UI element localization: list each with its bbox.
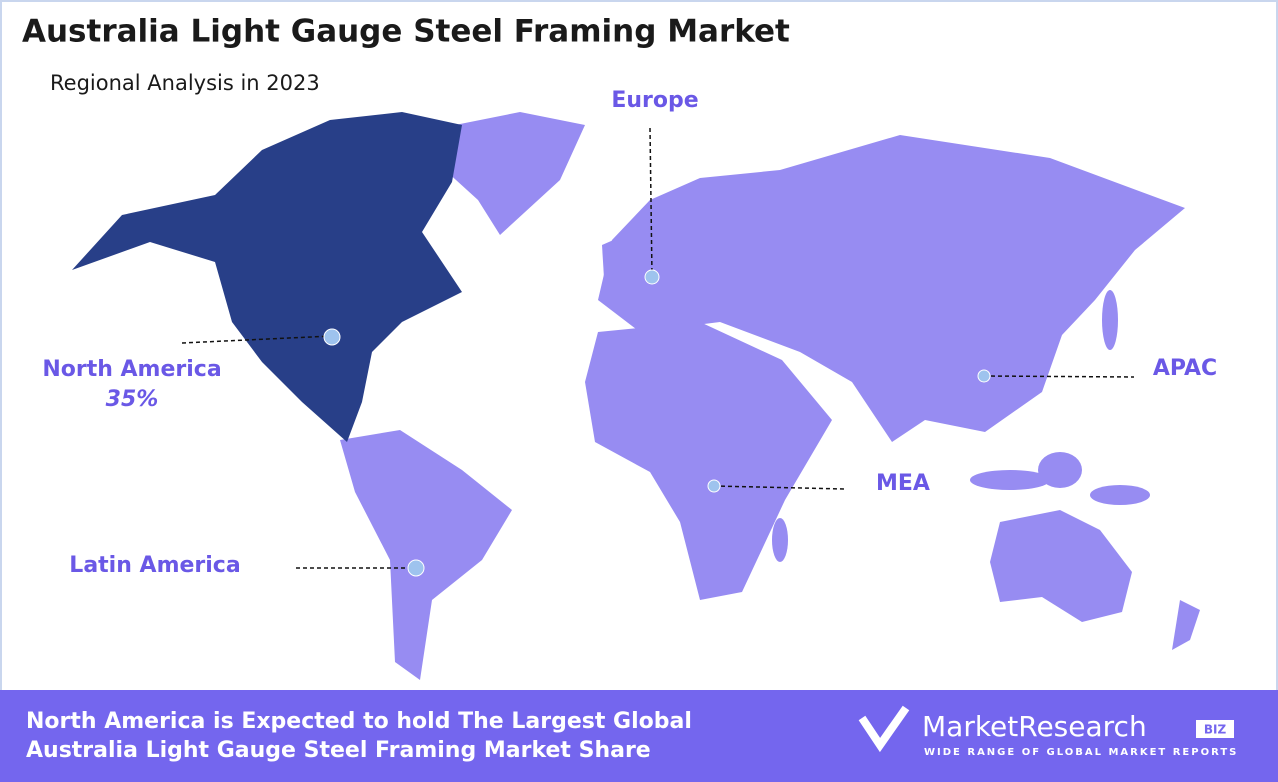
marker <box>707 479 721 493</box>
australia <box>990 510 1132 622</box>
footer-band <box>0 690 1278 782</box>
africa <box>585 322 832 600</box>
footer-text: Australia Light Gauge Steel Framing Mark… <box>26 738 651 763</box>
greenland <box>430 112 585 235</box>
north-america <box>72 112 462 442</box>
logo-name: MarketResearch <box>922 710 1147 743</box>
marker <box>407 559 425 577</box>
marker <box>323 328 341 346</box>
region-label: Latin America <box>69 553 240 578</box>
eurasia <box>598 135 1185 442</box>
subtitle: Regional Analysis in 2023 <box>50 71 320 95</box>
leader-line <box>713 485 846 490</box>
indonesia <box>970 470 1050 490</box>
region-share: 35% <box>106 387 159 412</box>
uk <box>602 238 622 278</box>
logo: MarketResearch BIZ WIDE RANGE OF GLOBAL … <box>858 705 1238 758</box>
new-zealand <box>1172 600 1200 650</box>
latin-america <box>340 430 512 680</box>
region-label: North America <box>42 357 221 382</box>
logo-badge: BIZ <box>1204 723 1227 737</box>
title: Australia Light Gauge Steel Framing Mark… <box>22 14 790 50</box>
world-map <box>72 112 1200 680</box>
footer-text: North America is Expected to hold The La… <box>26 709 692 734</box>
region-label: Europe <box>611 88 698 113</box>
borneo <box>1038 452 1082 488</box>
marker <box>644 269 660 285</box>
new-guinea <box>1090 485 1150 505</box>
leader-line <box>649 127 653 277</box>
marker <box>977 369 991 383</box>
japan <box>1102 290 1118 350</box>
region-label: MEA <box>876 471 930 496</box>
logo-tagline: WIDE RANGE OF GLOBAL MARKET REPORTS <box>924 747 1238 758</box>
logo-badge-box <box>1196 720 1234 738</box>
madagascar <box>772 518 788 562</box>
markers <box>181 127 1135 569</box>
region-label: APAC <box>1153 356 1217 381</box>
logo-icon <box>858 705 910 753</box>
